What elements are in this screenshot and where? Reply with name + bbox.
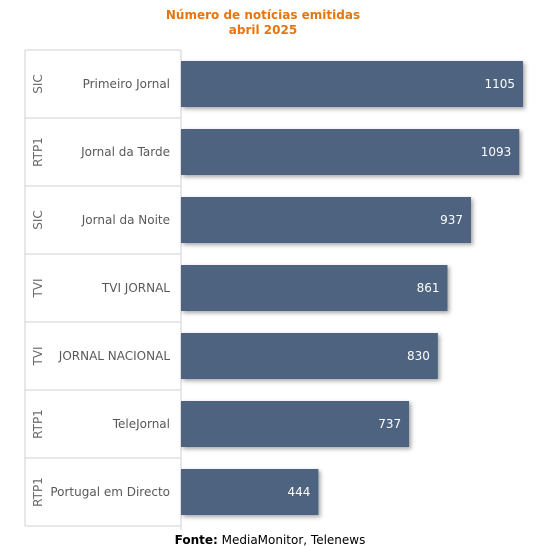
category-label: Jornal da Noite [81,213,170,227]
bar [181,197,472,243]
channel-label: SIC [31,74,45,94]
category-label: Primeiro Jornal [83,77,170,91]
bar [181,61,523,107]
data-label: 861 [417,281,440,295]
channel-label: TVI [31,346,45,366]
category-label: JORNAL NACIONAL [58,349,171,363]
data-label: 1093 [481,145,512,159]
bar [181,333,438,379]
data-label: 937 [440,213,463,227]
source-label: Fonte: [174,533,218,547]
source-text: MediaMonitor, Telenews [221,533,366,547]
channel-label: RTP1 [31,137,45,167]
bar [181,129,520,175]
category-axis: SIC Primeiro Jornal RTP1 Jornal da Tarde SIC… [24,49,182,530]
bar [181,401,410,447]
source-note: Fonte: MediaMonitor, Telenews [0,533,540,547]
category-label: TeleJornal [112,417,170,431]
data-label: 737 [378,417,401,431]
chart-title-line-2: abril 2025 [229,23,297,37]
channel-label: RTP1 [31,409,45,439]
category-label: Portugal em Directo [50,485,170,499]
category-label: TVI JORNAL [101,281,170,295]
bar [181,469,319,515]
channel-label: SIC [31,210,45,230]
bars: 1105 1093 937 861 830 737 444 [181,61,523,515]
chart-title-line-1: Número de notícias emitidas [166,8,360,22]
data-label: 1105 [484,77,515,91]
data-label: 830 [407,349,430,363]
channel-label: TVI [31,278,45,298]
data-label: 444 [288,485,311,499]
bar [181,265,448,311]
bar-chart: Número de notícias emitidas abril 2025 S… [24,8,523,530]
category-label: Jornal da Tarde [80,145,170,159]
channel-label: RTP1 [31,477,45,507]
